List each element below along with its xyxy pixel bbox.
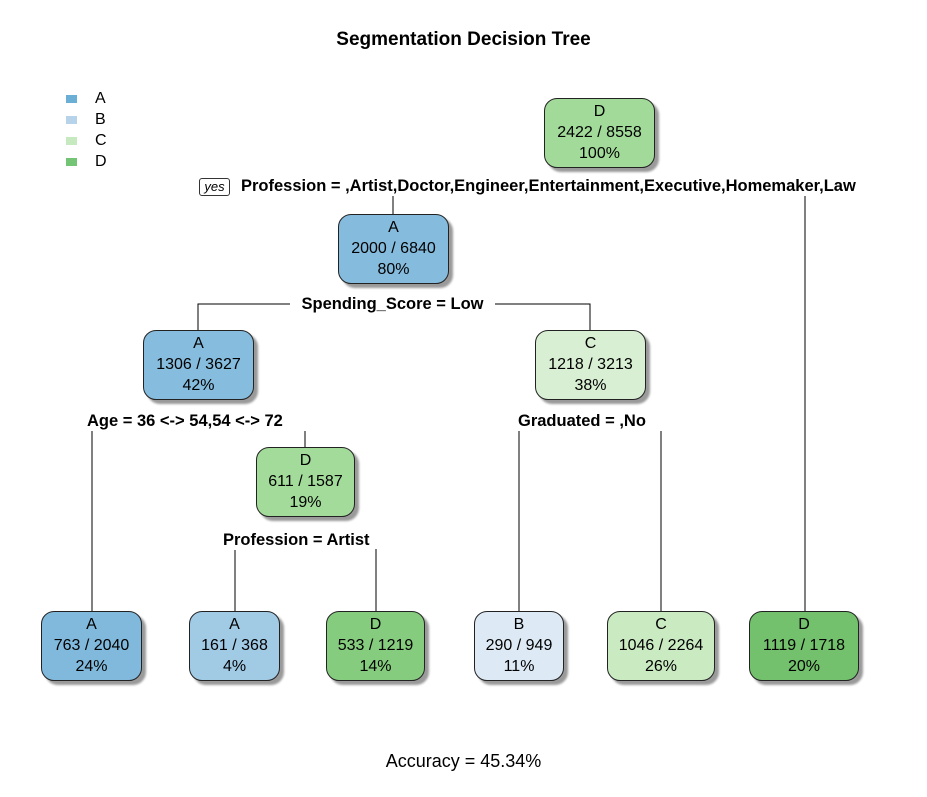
yes-marker: yes — [199, 178, 230, 196]
node-count: 1306 / 3627 — [156, 356, 241, 373]
node-class: C — [584, 335, 597, 352]
tree-node-n4: D 611 / 1587 19% — [256, 447, 355, 517]
chart-title: Segmentation Decision Tree — [336, 29, 591, 50]
tree-leaf-4: B 290 / 949 11% — [474, 611, 564, 681]
node-count: 611 / 1587 — [268, 473, 343, 490]
node-class: D — [798, 616, 810, 633]
tree-leaf-2: A 161 / 368 4% — [189, 611, 280, 681]
node-count: 1218 / 3213 — [548, 356, 633, 373]
node-class: B — [513, 616, 525, 633]
tree-leaf-6: D 1119 / 1718 20% — [749, 611, 859, 681]
legend-swatch-b — [66, 115, 77, 124]
edge-n1-to-n2 — [197, 303, 290, 331]
tree-node-n3: C 1218 / 3213 38% — [535, 330, 646, 400]
node-class: C — [655, 616, 667, 633]
legend-item-a: A — [66, 88, 107, 109]
node-percent: 20% — [787, 658, 821, 675]
legend-item-d: D — [66, 151, 107, 172]
split-label-root: Profession = ,Artist,Doctor,Engineer,Ent… — [238, 176, 856, 196]
node-count: 1046 / 2264 — [618, 637, 704, 654]
node-count: 2000 / 6840 — [351, 240, 436, 257]
node-percent: 4% — [222, 658, 247, 675]
legend-label-c: C — [95, 131, 107, 149]
legend-item-c: C — [66, 130, 107, 151]
tree-node-n1: A 2000 / 6840 80% — [338, 214, 449, 284]
node-percent: 26% — [644, 658, 678, 675]
node-percent: 38% — [574, 377, 607, 394]
split-label-n3: Graduated = ,No — [518, 411, 646, 431]
node-class: A — [229, 616, 240, 633]
split-label-n4: Profession = Artist — [223, 530, 370, 550]
node-count: 2422 / 8558 — [557, 124, 642, 141]
node-percent: 100% — [579, 145, 620, 162]
node-class: A — [193, 335, 204, 352]
split-label-n1: Spending_Score = Low — [290, 294, 495, 314]
tree-leaf-1: A 763 / 2040 24% — [41, 611, 142, 681]
legend-swatch-a — [66, 94, 77, 103]
node-percent: 19% — [289, 494, 322, 511]
node-class: D — [593, 103, 606, 120]
node-class: D — [299, 452, 312, 469]
node-count: 533 / 1219 — [337, 637, 414, 654]
tree-node-n2: A 1306 / 3627 42% — [143, 330, 254, 400]
legend-swatch-c — [66, 136, 77, 145]
node-count: 290 / 949 — [485, 637, 553, 654]
legend-label-b: B — [95, 110, 106, 128]
node-class: A — [388, 219, 399, 236]
legend: A B C D — [66, 88, 107, 172]
legend-item-b: B — [66, 109, 107, 130]
node-percent: 42% — [182, 377, 215, 394]
tree-node-root: D 2422 / 8558 100% — [544, 98, 655, 168]
node-class: D — [369, 616, 382, 633]
legend-label-a: A — [95, 89, 106, 107]
edge-n1-to-n3 — [495, 303, 591, 331]
node-percent: 11% — [503, 658, 535, 675]
node-percent: 14% — [359, 658, 392, 675]
tree-leaf-5: C 1046 / 2264 26% — [607, 611, 715, 681]
accuracy-caption: Accuracy = 45.34% — [385, 751, 542, 771]
node-percent: 24% — [75, 658, 108, 675]
node-percent: 80% — [377, 261, 410, 278]
legend-swatch-d — [66, 157, 77, 166]
tree-leaf-3: D 533 / 1219 14% — [326, 611, 425, 681]
node-count: 161 / 368 — [201, 637, 268, 654]
legend-label-d: D — [95, 152, 107, 170]
node-count: 1119 / 1718 — [762, 637, 846, 654]
split-label-n2: Age = 36 <-> 54,54 <-> 72 — [87, 411, 283, 431]
node-class: A — [86, 616, 97, 633]
node-count: 763 / 2040 — [53, 637, 130, 654]
